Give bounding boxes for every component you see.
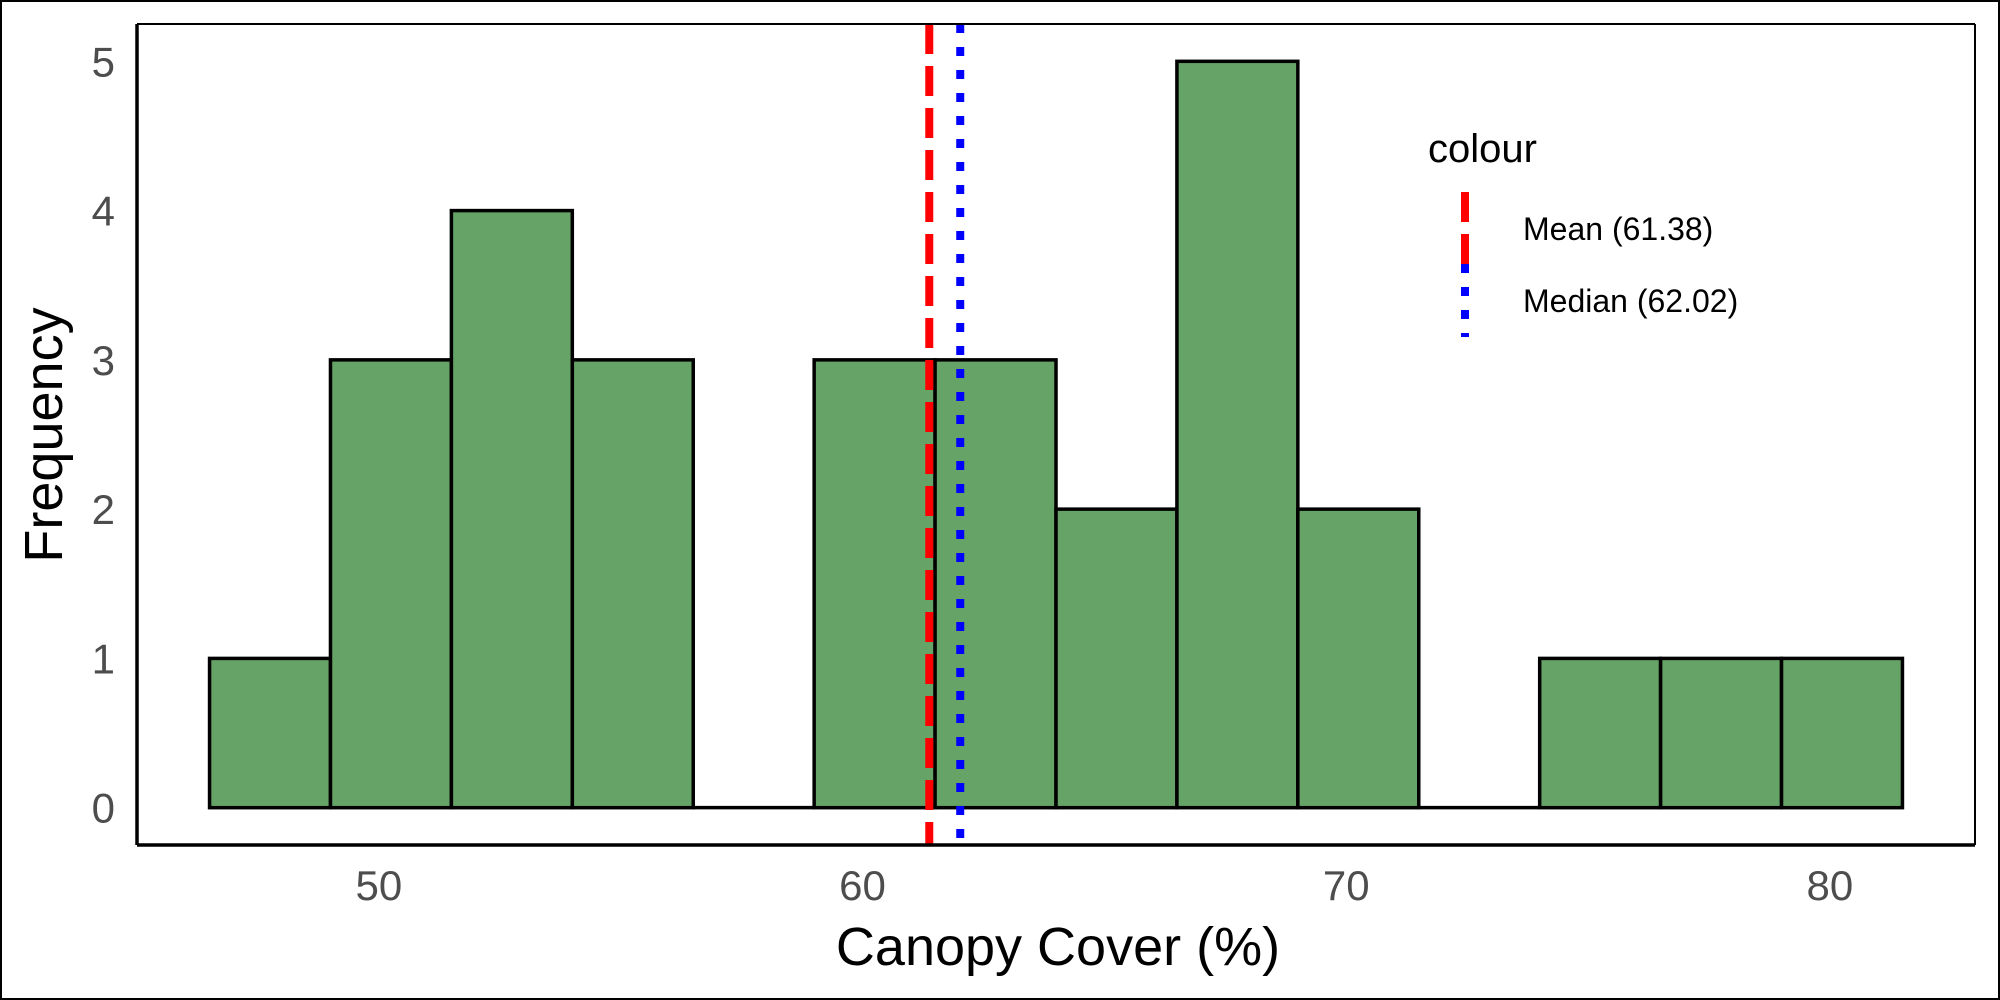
x-tick-label-50: 50 xyxy=(355,862,402,909)
y-axis-title: Frequency xyxy=(14,307,74,562)
histogram-bar-3 xyxy=(570,358,695,810)
histogram-bar-7 xyxy=(1054,507,1179,810)
x-tick-label-70: 70 xyxy=(1323,862,1370,909)
y-tick-label-2: 2 xyxy=(92,486,115,533)
histogram-bar-6 xyxy=(933,358,1058,810)
y-tick-label-4: 4 xyxy=(92,188,115,235)
histogram-bar-5 xyxy=(812,358,937,810)
x-axis-title: Canopy Cover (%) xyxy=(836,917,1280,977)
x-tick-label-60: 60 xyxy=(839,862,886,909)
legend-label-mean: Mean (61.38) xyxy=(1523,211,1713,247)
histogram-bar-12 xyxy=(1658,656,1784,810)
legend-label-median: Median (62.02) xyxy=(1523,283,1738,319)
reference-lines-layer xyxy=(925,24,965,845)
x-tick-label-80: 80 xyxy=(1807,862,1854,909)
histogram-bar-2 xyxy=(449,208,575,810)
histogram-bar-8 xyxy=(1175,59,1300,810)
y-tick-label-5: 5 xyxy=(92,38,115,85)
legend: colour Mean (61.38) Median (62.02) xyxy=(1428,127,1738,337)
histogram-bar-0 xyxy=(207,656,333,810)
y-tick-label-1: 1 xyxy=(92,635,115,682)
histogram-bar-11 xyxy=(1537,656,1663,810)
histogram-bar-9 xyxy=(1296,507,1421,810)
y-tick-label-0: 0 xyxy=(92,785,115,832)
tick-labels-layer: 50 60 70 80 0 1 2 3 4 5 xyxy=(92,38,1854,909)
y-tick-label-3: 3 xyxy=(92,337,115,384)
histogram-bar-1 xyxy=(328,358,454,810)
histogram-bar-13 xyxy=(1779,656,1905,810)
bars-layer xyxy=(207,59,1905,810)
axes-layer xyxy=(135,23,1976,847)
legend-title: colour xyxy=(1428,127,1537,171)
